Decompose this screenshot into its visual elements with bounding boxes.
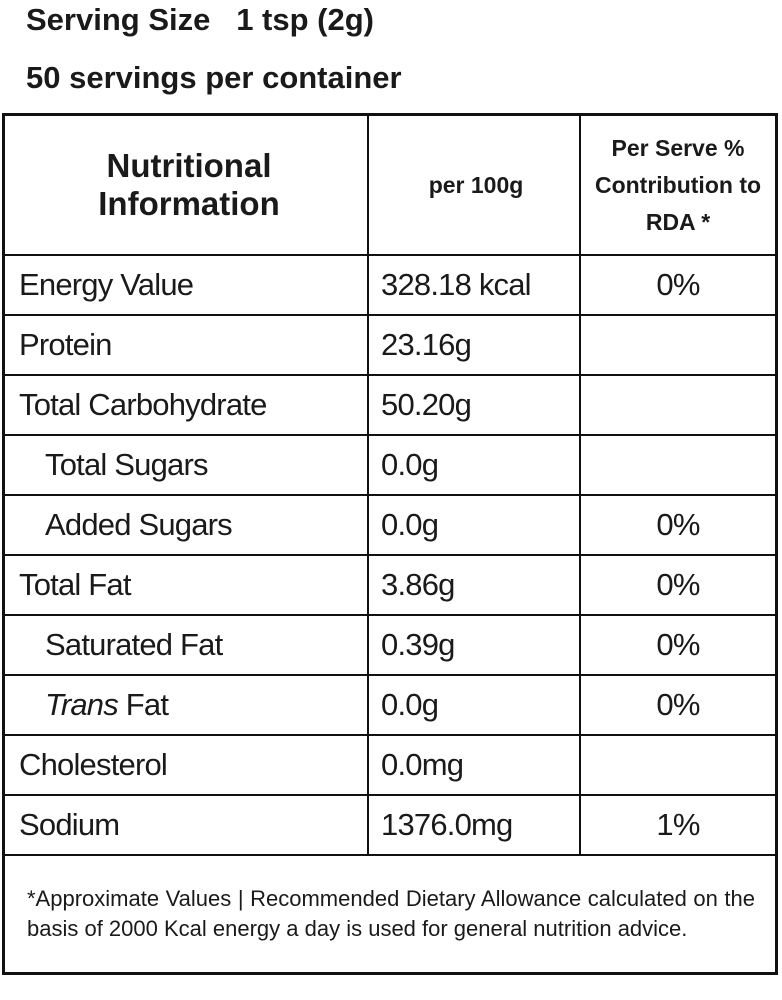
amount: 328.18 kcal: [367, 254, 581, 316]
row: Sodium 1376.0mg 1%: [2, 794, 778, 856]
nutrient-italic: Trans: [45, 687, 119, 722]
amount: 0.39g: [367, 614, 581, 676]
rda: 1%: [579, 794, 778, 856]
rda: 0%: [579, 494, 778, 556]
row: Saturated Fat 0.39g 0%: [2, 614, 778, 676]
rda: [579, 374, 778, 436]
header-cell: Nutritional Information: [2, 113, 369, 256]
nutrient-text: Fat: [125, 687, 169, 722]
nutrition-table: Nutritional Information per 100g Per Ser…: [2, 113, 778, 975]
amount: 23.16g: [367, 314, 581, 376]
row: Total Sugars 0.0g: [2, 434, 778, 496]
row: Total Fat 3.86g 0%: [2, 554, 778, 616]
header-cell: per 100g: [367, 113, 581, 256]
row: Cholesterol 0.0mg: [2, 734, 778, 796]
amount: 0.0g: [367, 434, 581, 496]
header-cell: Per Serve % Contribution to RDA *: [579, 113, 778, 256]
footnote-row: *Approximate Values | Recommended Dietar…: [2, 854, 778, 975]
amount: 1376.0mg: [367, 794, 581, 856]
row: Energy Value 328.18 kcal 0%: [2, 254, 778, 316]
serving-size: Serving Size 1 tsp (2g): [26, 2, 374, 37]
nutrient: Protein: [2, 314, 369, 376]
rda: 0%: [579, 674, 778, 736]
nutrient: Sodium: [2, 794, 369, 856]
rda: 0%: [579, 554, 778, 616]
amount: 0.0mg: [367, 734, 581, 796]
footnote: *Approximate Values | Recommended Dietar…: [2, 854, 778, 975]
nutrient: Energy Value: [2, 254, 369, 316]
rda: [579, 434, 778, 496]
nutrient: Total Sugars: [2, 434, 369, 496]
row: Total Carbohydrate 50.20g: [2, 374, 778, 436]
row: Trans Fat 0.0g 0%: [2, 674, 778, 736]
rda: [579, 734, 778, 796]
nutrient: Added Sugars: [2, 494, 369, 556]
servings-per-container: 50 servings per container: [26, 60, 402, 95]
nutrient: Cholesterol: [2, 734, 369, 796]
header-row: Nutritional Information per 100g Per Ser…: [2, 113, 778, 256]
row: Added Sugars 0.0g 0%: [2, 494, 778, 556]
amount: 3.86g: [367, 554, 581, 616]
rda: 0%: [579, 254, 778, 316]
nutrient: Trans Fat: [2, 674, 369, 736]
rda: 0%: [579, 614, 778, 676]
rda: [579, 314, 778, 376]
nutrient: Total Fat: [2, 554, 369, 616]
amount: 0.0g: [367, 494, 581, 556]
row: Protein 23.16g: [2, 314, 778, 376]
amount: 0.0g: [367, 674, 581, 736]
amount: 50.20g: [367, 374, 581, 436]
nutrient: Total Carbohydrate: [2, 374, 369, 436]
nutrient: Saturated Fat: [2, 614, 369, 676]
